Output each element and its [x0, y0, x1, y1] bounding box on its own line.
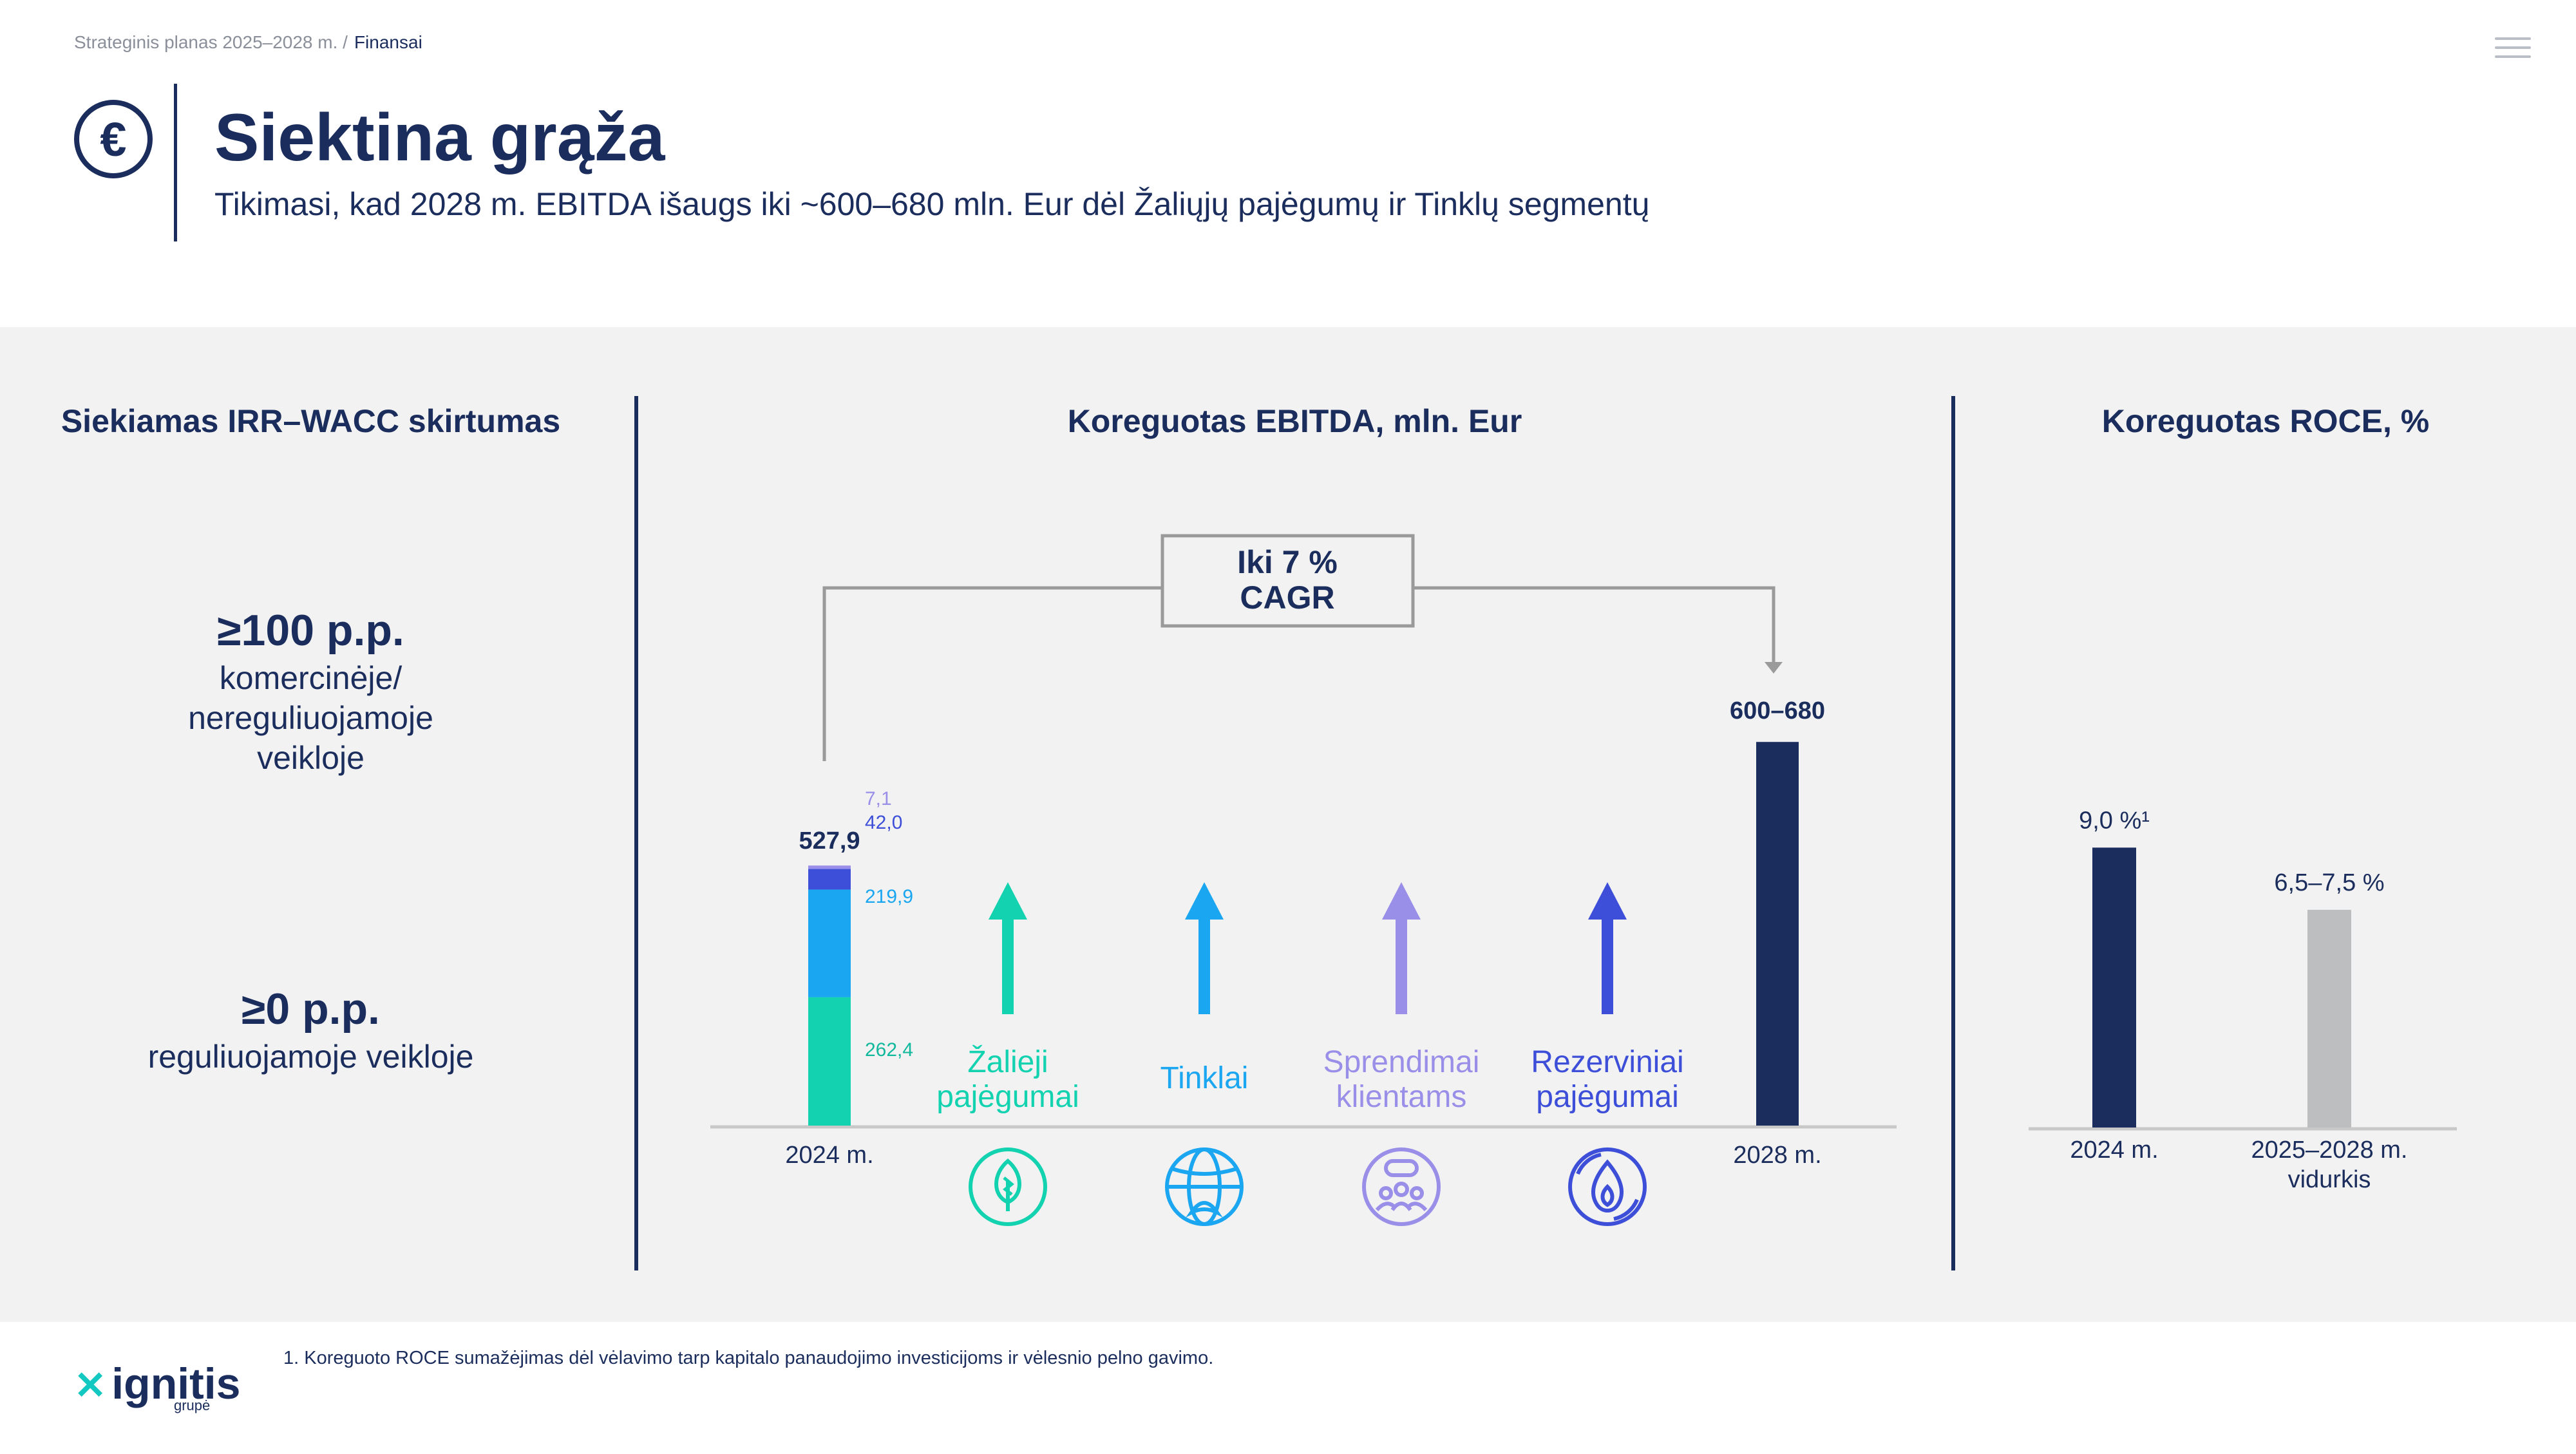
driver-arrow-shaft — [1602, 918, 1613, 1014]
roce-bar — [2307, 909, 2351, 1128]
logo-subtitle: grupė — [174, 1397, 211, 1413]
cagr-line-right — [1413, 586, 1776, 663]
segment-label: 42,0 — [865, 812, 902, 833]
bar-2024-tinklai — [808, 889, 851, 997]
breadcrumb: Strateginis planas 2025–2028 m. / Finansa… — [74, 32, 422, 53]
bar-2024-žalieji-pajėgumai — [808, 997, 851, 1126]
driver-arrow-shaft — [1396, 918, 1407, 1014]
roce-category-label: 2025–2028 m. — [2251, 1137, 2408, 1164]
cagr-label-line1: Iki 7 % — [1237, 544, 1338, 580]
driver-arrow-head — [1382, 882, 1421, 920]
driver-label: Žalieji — [967, 1045, 1048, 1079]
roce-value-label: 9,0 %¹ — [2079, 807, 2150, 834]
bar-2024-sprendimai-klientams — [808, 865, 851, 869]
section-divider-left — [634, 396, 638, 1270]
breadcrumb-parent[interactable]: Strateginis planas 2025–2028 m. / — [74, 32, 348, 52]
segment-label: 262,4 — [865, 1039, 913, 1061]
driver-label: pajėgumai — [936, 1080, 1079, 1114]
page-title: Siektina grąža — [214, 100, 665, 175]
driver-label: pajėgumai — [1536, 1080, 1678, 1114]
irr-commercial-desc: komercinėje/ nereguliuojamoje veikloje — [188, 660, 433, 776]
total-label-2024: 527,9 — [799, 827, 860, 854]
ebitda-chart-title: Koreguotas EBITDA, mln. Eur — [1067, 403, 1522, 439]
irr-commercial-value: ≥100 p.p. — [217, 606, 404, 655]
total-label-2028: 600–680 — [1730, 697, 1825, 724]
flame-icon — [1568, 1147, 1647, 1226]
x-label-2024: 2024 m. — [785, 1142, 873, 1169]
cagr-label-line2: CAGR — [1240, 580, 1334, 616]
driver-label: Rezerviniai — [1531, 1045, 1683, 1079]
driver-arrow-head — [1588, 882, 1627, 920]
x-label-2028: 2028 m. — [1733, 1142, 1821, 1169]
driver-label: Sprendimai — [1323, 1045, 1480, 1079]
roce-category-label: 2024 m. — [2070, 1137, 2158, 1164]
title-divider — [174, 84, 177, 241]
roce-chart-title: Koreguotas ROCE, % — [2101, 403, 2430, 439]
driver-label: klientams — [1336, 1080, 1467, 1114]
content-panel — [0, 327, 2576, 1322]
menu-icon[interactable] — [2495, 37, 2531, 63]
driver-arrow-shaft — [1002, 918, 1014, 1014]
cagr-arrowhead — [1765, 662, 1783, 674]
segment-label: 219,9 — [865, 886, 913, 907]
driver-arrow-head — [1185, 882, 1224, 920]
page-subtitle: Tikimasi, kad 2028 m. EBITDA išaugs iki … — [214, 186, 1650, 222]
leaf-icon — [969, 1147, 1047, 1226]
ignitis-logo: ✕ ignitis — [74, 1359, 241, 1408]
bar-2024-rezerviniai-pajėgumai — [808, 869, 851, 890]
irr-section-title: Siekiamas IRR–WACC skirtumas — [61, 403, 561, 439]
driver-arrow-head — [989, 882, 1027, 920]
irr-regulated-value: ≥0 p.p. — [242, 985, 380, 1034]
logo-mark-icon: ✕ — [74, 1364, 107, 1407]
breadcrumb-current: Finansai — [354, 32, 422, 52]
segment-label: 7,1 — [865, 788, 892, 809]
euro-icon: € — [74, 100, 153, 178]
footnote: 1. Koreguoto ROCE sumažėjimas dėl vėlavi… — [283, 1348, 1214, 1368]
driver-label: Tinklai — [1160, 1061, 1249, 1095]
roce-value-label: 6,5–7,5 % — [2274, 869, 2384, 896]
people-icon — [1362, 1147, 1441, 1226]
irr-regulated-desc: reguliuojamoje veikloje — [147, 1039, 474, 1075]
bar-2028 — [1756, 742, 1799, 1126]
roce-bar — [2092, 847, 2136, 1128]
section-divider-right — [1951, 396, 1955, 1270]
cagr-box — [1160, 534, 1415, 628]
roce-category-label: vidurkis — [2288, 1166, 2371, 1193]
globe-icon — [1165, 1147, 1244, 1226]
cagr-line-left — [822, 586, 1162, 761]
driver-arrow-shaft — [1198, 918, 1210, 1014]
